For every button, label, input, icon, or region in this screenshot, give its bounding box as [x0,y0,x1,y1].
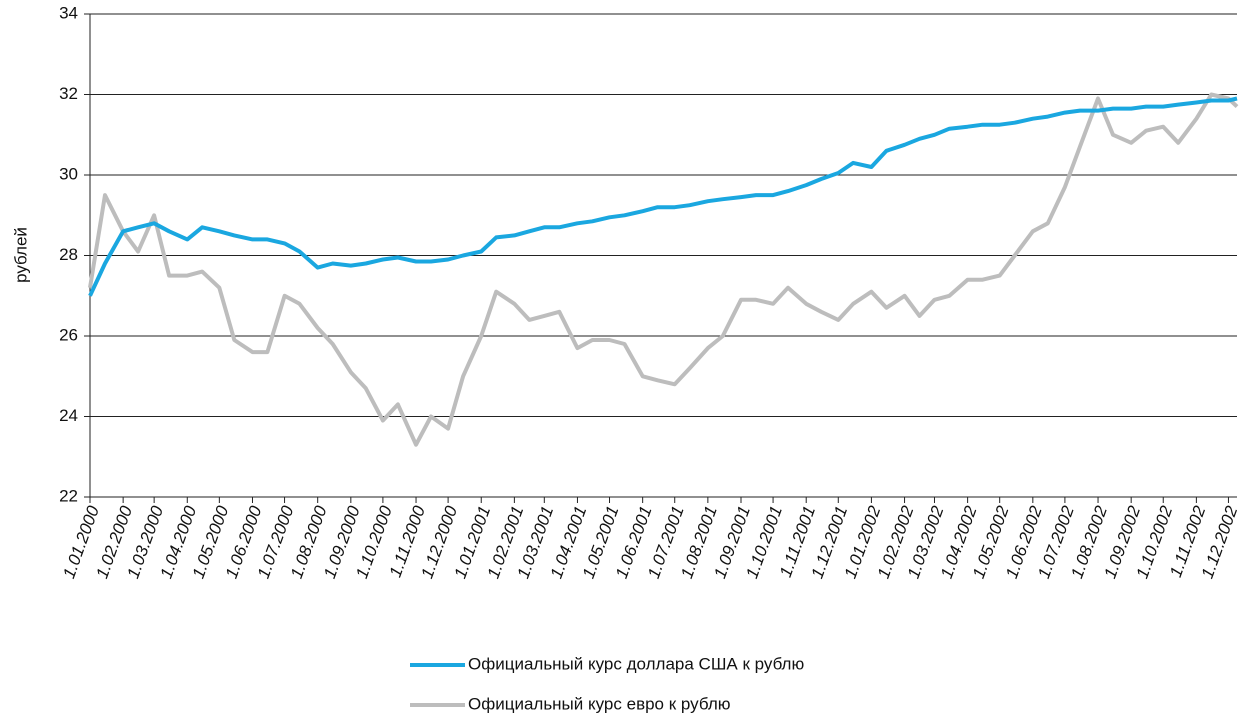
y-axis-label: рублей [11,227,30,283]
legend-label: Официальный курс евро к рублю [468,694,731,713]
series-line [88,92,1239,447]
y-tick-label: 28 [59,245,78,264]
y-tick-label: 26 [59,325,78,344]
y-tick-label: 22 [59,486,78,505]
y-tick-label: 32 [59,84,78,103]
legend-label: Официальный курс доллара США к рублю [468,654,804,673]
series-line [88,96,1238,297]
y-tick-label: 34 [59,3,78,22]
y-tick-label: 30 [59,164,78,183]
y-tick-label: 24 [59,406,78,425]
